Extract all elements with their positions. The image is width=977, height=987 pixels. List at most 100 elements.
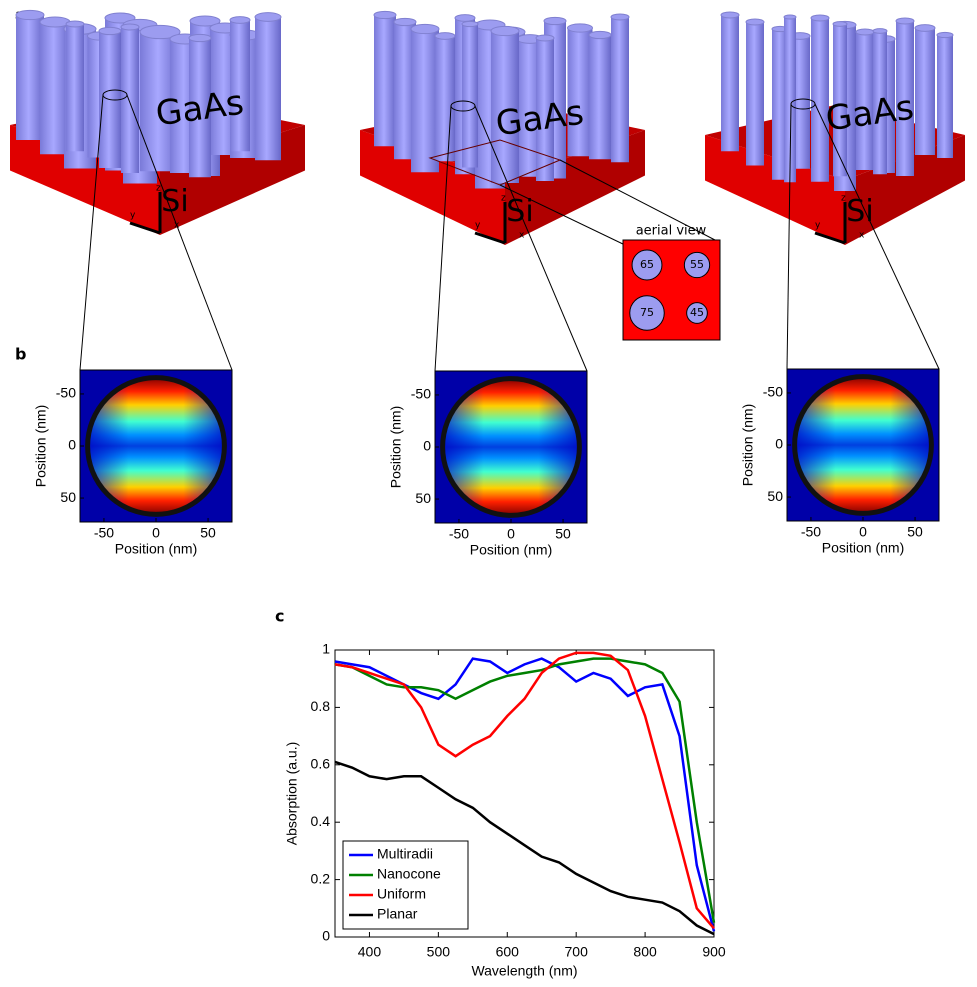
y-tick-label: -50 bbox=[411, 386, 431, 402]
nanowire bbox=[721, 15, 739, 152]
nanowire-top bbox=[65, 20, 85, 28]
nanowire bbox=[435, 36, 455, 162]
pointer bbox=[499, 184, 626, 246]
series-line bbox=[334, 760, 715, 936]
nanowire-top bbox=[39, 16, 71, 28]
x-tick-label: 50 bbox=[907, 524, 923, 540]
x-axis-label: Position (nm) bbox=[822, 540, 904, 556]
diameter-label: 55 bbox=[690, 258, 704, 271]
x-tick-label: 500 bbox=[427, 944, 451, 960]
pointer bbox=[559, 159, 716, 241]
nanowire-top bbox=[936, 31, 954, 39]
axis-letter: z bbox=[841, 194, 846, 204]
nanowire bbox=[896, 21, 914, 176]
x-tick-label: 400 bbox=[358, 944, 382, 960]
panel-label: c bbox=[275, 607, 284, 626]
nanowire bbox=[811, 18, 829, 182]
nanowire-top bbox=[461, 20, 479, 28]
y-tick-label: 1 bbox=[322, 641, 330, 657]
nanowire bbox=[833, 24, 847, 177]
nanowire-top bbox=[810, 14, 830, 22]
nanowire bbox=[873, 31, 887, 175]
nanowire bbox=[189, 38, 211, 178]
nanowire bbox=[746, 22, 764, 166]
nanowire-top bbox=[434, 32, 456, 40]
nanowire-top bbox=[588, 30, 612, 40]
axis-arrow bbox=[814, 231, 846, 245]
nanowire bbox=[121, 27, 139, 173]
diameter-label: 65 bbox=[640, 258, 654, 271]
y-axis-label: Position (nm) bbox=[33, 405, 49, 487]
zoom-line bbox=[786, 103, 792, 370]
nanowire-top bbox=[855, 28, 875, 36]
nanowire bbox=[374, 15, 396, 147]
wire-cross-section bbox=[631, 249, 663, 281]
y-tick-label: 0 bbox=[775, 436, 783, 452]
nanowire-top bbox=[720, 11, 740, 19]
nanowire bbox=[589, 35, 611, 160]
legend: Multiradii Nanocone Uniform Planar bbox=[342, 840, 469, 930]
y-tick-label: 50 bbox=[415, 490, 431, 506]
diameter-label: 75 bbox=[640, 306, 654, 319]
nanowire-top bbox=[872, 28, 888, 34]
nanowire-top bbox=[745, 18, 765, 26]
field-intensity-shade bbox=[87, 377, 225, 515]
aerial-title: aerial view bbox=[636, 224, 707, 239]
y-tick-label: 0 bbox=[423, 438, 431, 454]
x-tick-label: 800 bbox=[633, 944, 657, 960]
x-tick-label: -50 bbox=[94, 525, 114, 541]
substrate-right-face bbox=[845, 135, 965, 245]
y-tick-label: 0 bbox=[322, 928, 330, 944]
y-tick-label: 0 bbox=[68, 437, 76, 453]
nanowire-top bbox=[914, 24, 936, 32]
nanowire bbox=[16, 15, 44, 140]
x-tick-label: 700 bbox=[565, 944, 589, 960]
x-tick-label: 0 bbox=[859, 524, 867, 540]
legend-label: Uniform bbox=[377, 886, 426, 902]
nanowire-top bbox=[189, 15, 221, 27]
nanowire bbox=[255, 17, 281, 161]
nanowire-top bbox=[188, 33, 212, 43]
y-tick-label: -50 bbox=[56, 385, 76, 401]
zoom-line bbox=[814, 103, 940, 370]
nanowire bbox=[937, 35, 953, 158]
nanowire-top bbox=[98, 26, 122, 36]
field-intensity-shade bbox=[442, 378, 580, 516]
x-tick-label: 50 bbox=[555, 526, 571, 542]
nanowire bbox=[462, 24, 478, 168]
y-axis-label: Position (nm) bbox=[388, 406, 404, 488]
axis-letter: z bbox=[501, 194, 506, 204]
nanowire-top bbox=[15, 9, 45, 21]
nanowire-top bbox=[139, 24, 181, 40]
nanowire bbox=[411, 29, 439, 173]
nanowire-top bbox=[254, 12, 282, 22]
legend-label: Planar bbox=[377, 906, 418, 922]
nanowire-top bbox=[120, 23, 140, 31]
series-line bbox=[334, 657, 716, 923]
nanowire-top bbox=[454, 14, 476, 22]
zoom-line bbox=[474, 105, 588, 372]
legend-label: Multiradii bbox=[377, 846, 433, 862]
nanowire bbox=[66, 24, 84, 152]
zoom-line bbox=[126, 94, 233, 371]
nanowire bbox=[567, 28, 593, 157]
nanowire-top bbox=[229, 16, 251, 24]
nanowire bbox=[536, 38, 554, 181]
nanowire-top bbox=[535, 34, 555, 42]
legend-label: Nanocone bbox=[377, 866, 441, 882]
nanowire-top bbox=[832, 21, 848, 27]
nanowire-top bbox=[610, 13, 630, 21]
y-tick-label: 0.8 bbox=[311, 698, 331, 714]
panel-label: b bbox=[15, 345, 26, 364]
wire-outline bbox=[440, 376, 582, 518]
axis-letter: x bbox=[859, 231, 865, 241]
nanowire-top bbox=[895, 17, 915, 25]
nanowire-top bbox=[393, 17, 417, 27]
x-axis-label: Position (nm) bbox=[470, 542, 552, 558]
y-tick-label: 0.6 bbox=[311, 756, 331, 772]
x-tick-label: 50 bbox=[200, 525, 216, 541]
wire-outline bbox=[792, 374, 934, 516]
nanowire-top bbox=[104, 12, 136, 24]
axis-letter: z bbox=[156, 184, 161, 194]
